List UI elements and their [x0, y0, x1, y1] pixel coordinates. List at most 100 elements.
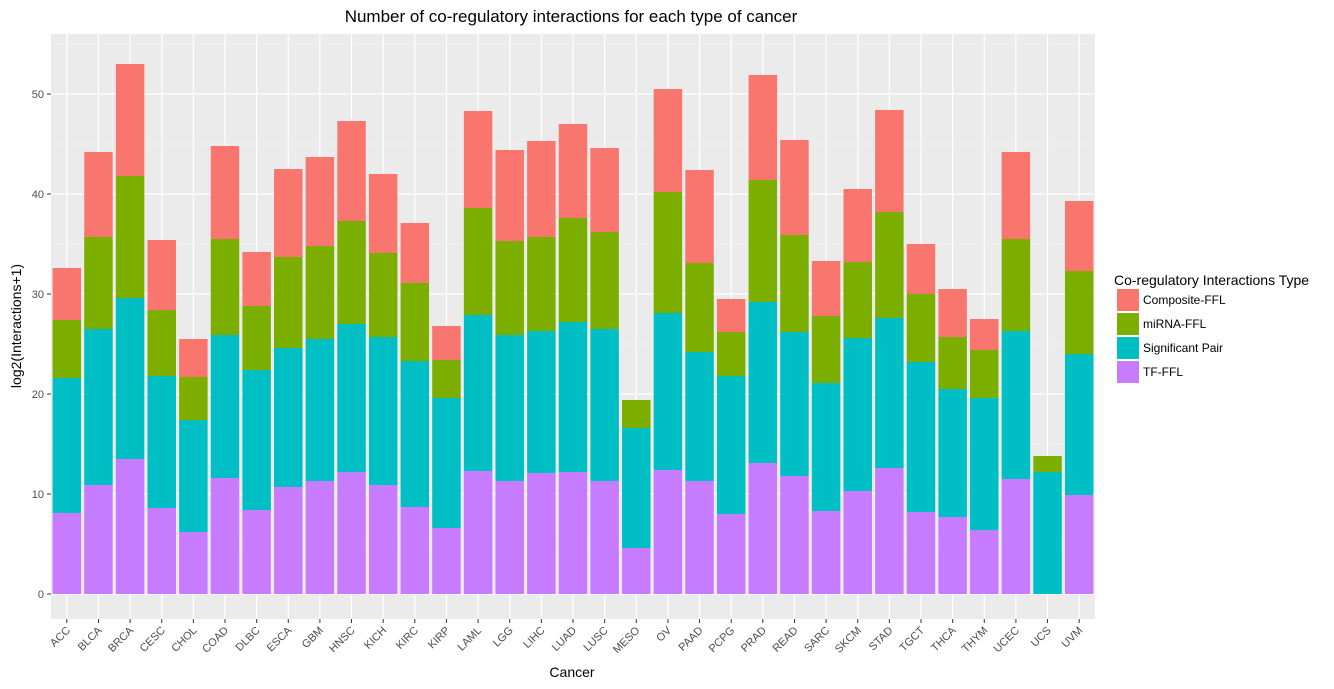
bar-segment-ucec-mirna-ffl — [1001, 239, 1031, 331]
bar-segment-gbm-significant-pair — [305, 339, 335, 481]
x-tick-label-meso: MESO — [611, 624, 643, 656]
bar-segment-stad-mirna-ffl — [875, 212, 904, 318]
bar-segment-kich-significant-pair — [368, 337, 398, 485]
bar-segment-tgct-significant-pair — [906, 362, 936, 512]
bar-segment-meso-mirna-ffl — [622, 400, 651, 428]
bar-segment-uvm-significant-pair — [1064, 354, 1094, 495]
y-tick-label: 40 — [32, 189, 44, 201]
y-tick-label: 0 — [38, 589, 44, 601]
x-tick-label-kich: KICH — [362, 625, 389, 652]
bar-segment-skcm-composite-ffl — [843, 189, 872, 262]
legend-swatch-mirna-ffl — [1117, 313, 1139, 335]
bar-segment-ov-tf-ffl — [653, 470, 683, 594]
bar-segment-stad-tf-ffl — [875, 468, 904, 594]
bar-segment-ov-mirna-ffl — [653, 192, 683, 313]
x-axis: ACC BLCA BRCA CESC CHOL COAD DLBC ESCA GBM HNSC KI… — [48, 619, 1085, 656]
bar-segment-meso-tf-ffl — [622, 548, 651, 594]
bar-segment-luad-mirna-ffl — [558, 218, 588, 322]
bar-segment-gbm-tf-ffl — [305, 481, 335, 594]
x-tick-label-hnsc: HNSC — [327, 625, 358, 656]
bar-segment-paad-tf-ffl — [685, 481, 714, 594]
bar-segment-chol-significant-pair — [179, 420, 208, 532]
bar-segment-acc-significant-pair — [52, 378, 82, 513]
bar-segment-dlbc-composite-ffl — [242, 252, 271, 306]
x-tick-label-gbm: GBM — [300, 625, 326, 651]
bar-segment-sarc-mirna-ffl — [811, 316, 841, 383]
bar-segment-lusc-significant-pair — [590, 329, 619, 481]
bar-segment-meso-significant-pair — [622, 428, 651, 548]
bar-segment-coad-mirna-ffl — [210, 239, 240, 335]
bar-segment-thym-composite-ffl — [970, 319, 999, 350]
bar-segment-laml-tf-ffl — [463, 471, 493, 594]
bar-segment-skcm-mirna-ffl — [843, 262, 872, 338]
bar-segment-blca-composite-ffl — [84, 152, 113, 237]
bar-segment-prad-significant-pair — [748, 302, 778, 463]
bar-segment-brca-composite-ffl — [115, 64, 145, 176]
x-tick-label-kirc: KIRC — [394, 625, 421, 652]
bar-segment-uvm-mirna-ffl — [1064, 271, 1094, 354]
bar-segment-luad-tf-ffl — [558, 472, 588, 594]
bar-segment-lihc-mirna-ffl — [527, 237, 556, 331]
bar-segment-hnsc-tf-ffl — [337, 472, 366, 594]
x-tick-label-thym: THYM — [960, 625, 991, 656]
legend-label-tf-ffl: TF-FFL — [1143, 365, 1183, 379]
legend: Co-regulatory Interactions Type Composit… — [1114, 272, 1309, 383]
bar-segment-prad-tf-ffl — [748, 463, 778, 594]
x-tick-label-kirp: KIRP — [426, 625, 453, 652]
x-tick-label-blca: BLCA — [76, 624, 105, 653]
bar-segment-coad-significant-pair — [210, 335, 240, 478]
bar-segment-gbm-composite-ffl — [305, 157, 335, 246]
x-tick-label-lgg: LGG — [491, 625, 516, 650]
x-tick-label-cesc: CESC — [138, 625, 168, 655]
x-tick-label-ucs: UCS — [1029, 625, 1054, 650]
bar-segment-luad-significant-pair — [558, 322, 588, 472]
bar-segment-thym-tf-ffl — [970, 530, 999, 594]
bar-segment-kirc-tf-ffl — [400, 507, 430, 594]
bar-segment-ucec-significant-pair — [1001, 331, 1031, 479]
x-tick-label-stad: STAD — [867, 625, 896, 654]
bar-segment-paad-mirna-ffl — [685, 263, 714, 352]
bar-segment-ov-composite-ffl — [653, 89, 683, 192]
y-tick-label: 50 — [32, 89, 44, 101]
bar-segment-pcpg-composite-ffl — [716, 299, 746, 332]
bar-segment-uvm-tf-ffl — [1064, 495, 1094, 594]
legend-label-mirna-ffl: miRNA-FFL — [1143, 317, 1207, 331]
bar-segment-cesc-composite-ffl — [147, 240, 176, 310]
x-tick-label-brca: BRCA — [106, 624, 137, 655]
bar-segment-kirc-mirna-ffl — [400, 283, 430, 361]
x-tick-label-uvm: UVM — [1060, 625, 1086, 651]
bar-segment-chol-tf-ffl — [179, 532, 208, 594]
bar-segment-lgg-mirna-ffl — [495, 241, 524, 335]
bar-segment-dlbc-tf-ffl — [242, 510, 271, 594]
bar-segment-luad-composite-ffl — [558, 124, 588, 218]
bar-segment-kirc-composite-ffl — [400, 223, 430, 283]
bar-segment-lgg-tf-ffl — [495, 481, 524, 594]
x-tick-label-laml: LAML — [455, 625, 484, 654]
bar-segment-lihc-significant-pair — [527, 331, 556, 473]
bar-segment-read-significant-pair — [780, 332, 809, 476]
bar-segment-acc-tf-ffl — [52, 513, 82, 594]
y-tick-label: 10 — [32, 489, 44, 501]
chart-title: Number of co-regulatory interactions for… — [345, 7, 798, 26]
legend-swatch-tf-ffl — [1117, 361, 1139, 383]
bar-segment-esca-tf-ffl — [274, 487, 303, 594]
x-tick-label-lihc: LIHC — [521, 625, 547, 651]
bar-segment-laml-composite-ffl — [463, 111, 493, 208]
bar-segment-brca-mirna-ffl — [115, 176, 145, 298]
bar-segment-sarc-composite-ffl — [811, 261, 841, 316]
bar-segment-kirp-tf-ffl — [432, 528, 461, 594]
bar-segment-lusc-composite-ffl — [590, 148, 619, 232]
x-tick-label-skcm: SKCM — [833, 625, 864, 656]
bar-segment-ucs-mirna-ffl — [1033, 456, 1062, 472]
x-tick-label-esca: ESCA — [265, 624, 295, 654]
bar-segment-lusc-mirna-ffl — [590, 232, 619, 329]
legend-label-significant-pair: Significant Pair — [1143, 341, 1223, 355]
bar-segment-kirc-significant-pair — [400, 361, 430, 507]
bar-segment-kich-composite-ffl — [368, 174, 398, 253]
bar-segment-kich-tf-ffl — [368, 485, 398, 594]
bars-group — [52, 64, 1094, 594]
bar-segment-laml-mirna-ffl — [463, 208, 493, 315]
bar-segment-thca-composite-ffl — [938, 289, 967, 337]
bar-segment-laml-significant-pair — [463, 315, 493, 471]
